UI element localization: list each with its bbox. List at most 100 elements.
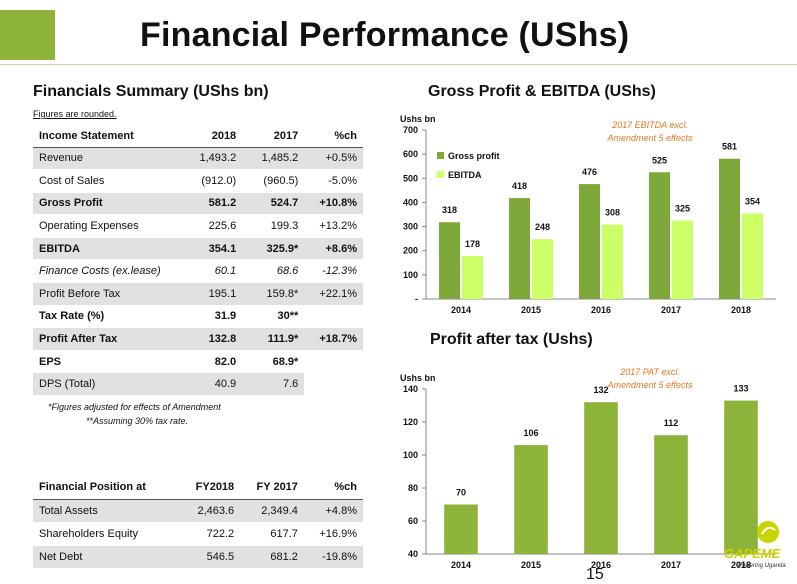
- legend-swatch: [437, 152, 444, 159]
- table-cell-label: Net Debt: [33, 545, 178, 569]
- y-tick-label: 60: [408, 516, 418, 526]
- y-axis-label: Ushs bn: [400, 373, 436, 383]
- x-tick-label: 2017: [661, 560, 681, 570]
- bar-ebitda: [462, 256, 483, 299]
- table-row: EPS 82.0 68.9*: [33, 350, 363, 374]
- x-tick-label: 2015: [521, 560, 541, 570]
- data-label: 132: [593, 385, 608, 395]
- income-header-row: Income Statement 2018 2017 %ch: [33, 125, 363, 148]
- table-row: Net Debt 546.5 681.2 -19.8%: [33, 545, 363, 569]
- data-label: 418: [512, 181, 527, 191]
- table-cell-ch: +22.1%: [304, 282, 363, 306]
- financial-position-table: Financial Position at FY2018 FY 2017 %ch Tot…: [33, 475, 363, 569]
- table-cell-label: Profit Before Tax: [33, 282, 181, 306]
- table-row: Total Assets 2,463.6 2,349.4 +4.8%: [33, 499, 363, 523]
- table-cell-ch: [304, 305, 363, 329]
- title-rule: [0, 64, 797, 65]
- table-cell-y2018: 2,463.6: [177, 499, 241, 523]
- chart-annotation: 2017 PAT excl.: [619, 367, 680, 377]
- table-row: Cost of Sales (912.0) (960.5) -5.0%: [33, 169, 363, 193]
- table-cell-label: Tax Rate (%): [33, 305, 181, 329]
- data-label: 308: [605, 208, 620, 218]
- table-row: Operating Expenses 225.6 199.3 +13.2%: [33, 214, 363, 238]
- table-cell-y2017: 617.7: [240, 522, 304, 546]
- table-cell-label: EBITDA: [33, 237, 181, 261]
- y-tick-label: 700: [403, 125, 418, 135]
- x-tick-label: 2016: [591, 305, 611, 315]
- table-cell-y2017: 68.6: [242, 259, 305, 284]
- income-header-cell: 2018: [180, 125, 243, 148]
- footnote-tax-rate: **Assuming 30% tax rate.: [86, 416, 189, 426]
- bar-gross-profit: [649, 172, 670, 299]
- accent-bar: [0, 10, 55, 60]
- x-tick-label: 2016: [591, 560, 611, 570]
- bar-gross-profit: [439, 222, 460, 299]
- y-tick-label: 140: [403, 384, 418, 394]
- table-row: Profit After Tax 132.8 111.9* +18.7%: [33, 327, 363, 351]
- table-cell-y2017: 68.9*: [242, 350, 305, 374]
- data-label: 476: [582, 167, 597, 177]
- bar-value: [444, 504, 478, 554]
- bar-gross-profit: [719, 158, 740, 299]
- x-tick-label: 2017: [661, 305, 681, 315]
- bar-value: [654, 435, 688, 554]
- summary-heading: Financials Summary (UShs bn): [33, 83, 269, 100]
- x-tick-label: 2018: [731, 560, 751, 570]
- table-cell-y2017: 111.9*: [242, 327, 305, 351]
- position-header-cell: Financial Position at: [33, 475, 178, 500]
- bar-value: [584, 402, 618, 554]
- table-row: Finance Costs (ex.lease) 60.1 68.6 -12.3%: [33, 259, 363, 284]
- table-cell-y2018: 40.9: [180, 372, 243, 397]
- table-cell-y2018: 132.8: [180, 327, 243, 351]
- logo-tagline: Powering Uganda: [738, 563, 786, 569]
- table-cell-ch: +4.8%: [303, 499, 363, 523]
- position-header-row: Financial Position at FY2018 FY 2017 %ch: [33, 475, 363, 500]
- data-label: 581: [722, 142, 737, 152]
- table-cell-y2017: 199.3: [242, 214, 305, 238]
- data-label: 318: [442, 205, 457, 215]
- table-cell-y2017: 159.8*: [242, 282, 305, 306]
- income-header-cell: %ch: [304, 125, 363, 148]
- x-tick-label: 2014: [451, 305, 471, 315]
- pat-heading: Profit after tax (Ushs): [430, 331, 593, 348]
- x-tick-label: 2015: [521, 305, 541, 315]
- table-row: Tax Rate (%) 31.9 30**: [33, 305, 363, 329]
- income-header-cell: Income Statement: [33, 125, 181, 148]
- bar-ebitda: [602, 224, 623, 299]
- income-statement-table: Income Statement 2018 2017 %ch Revenue 1,493.…: [33, 125, 363, 397]
- table-cell-ch: [304, 372, 363, 397]
- bar-ebitda: [742, 213, 763, 299]
- bar-gross-profit: [579, 184, 600, 299]
- y-tick-label: 300: [403, 222, 418, 232]
- table-row: DPS (Total) 40.9 7.6: [33, 372, 363, 397]
- data-label: 112: [664, 418, 679, 428]
- bar-gross-profit: [509, 198, 530, 299]
- table-cell-label: Finance Costs (ex.lease): [33, 259, 181, 284]
- table-cell-label: Shareholders Equity: [33, 522, 178, 546]
- table-cell-ch: [304, 350, 363, 374]
- table-cell-ch: +18.7%: [304, 327, 363, 351]
- y-tick-label: 400: [403, 197, 418, 207]
- y-tick-label: 120: [403, 417, 418, 427]
- table-cell-y2017: (960.5): [242, 169, 305, 193]
- table-cell-y2018: 581.2: [180, 192, 243, 216]
- table-cell-ch: +0.5%: [304, 147, 363, 171]
- legend-swatch: [437, 171, 444, 178]
- table-cell-y2018: 82.0: [180, 350, 243, 374]
- table-cell-ch: +16.9%: [303, 522, 363, 546]
- table-cell-label: Revenue: [33, 147, 181, 171]
- y-tick-label: 100: [403, 270, 418, 280]
- table-row: Profit Before Tax 195.1 159.8* +22.1%: [33, 282, 363, 306]
- company-logo: GAPEME Powering Uganda: [720, 520, 790, 575]
- bar-value: [514, 445, 548, 554]
- data-label: 354: [745, 197, 760, 207]
- table-cell-y2017: 524.7: [242, 192, 305, 216]
- y-tick-label: -: [415, 294, 418, 304]
- y-tick-label: 100: [403, 450, 418, 460]
- table-cell-label: Operating Expenses: [33, 214, 181, 238]
- table-cell-label: EPS: [33, 350, 181, 374]
- bar-ebitda: [672, 220, 693, 299]
- table-cell-ch: -5.0%: [304, 169, 363, 193]
